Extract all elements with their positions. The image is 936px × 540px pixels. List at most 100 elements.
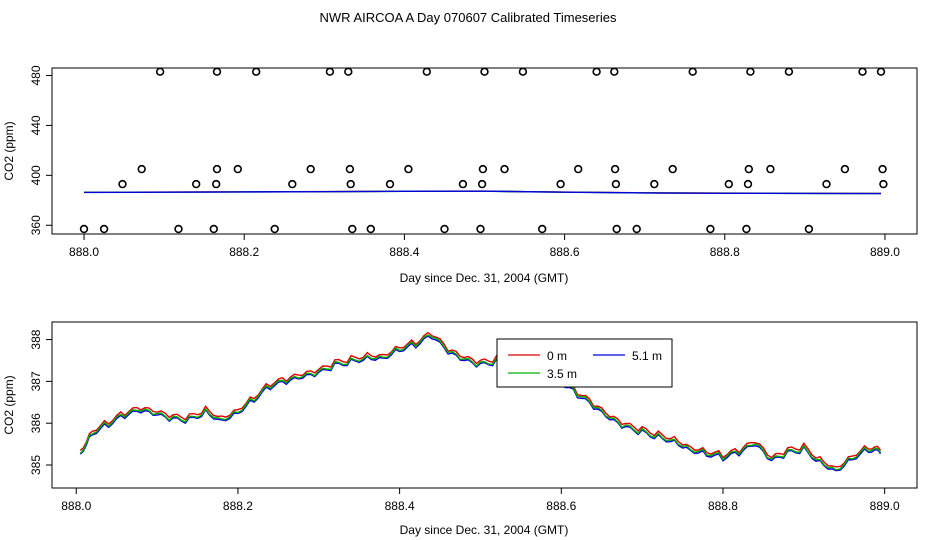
scatter-point bbox=[137, 164, 146, 174]
bottom-series-line-5-1-m bbox=[79, 335, 882, 472]
top-y-tick-label: 480 bbox=[29, 65, 43, 85]
scatter-point bbox=[611, 179, 621, 189]
top-y-tick-label: 360 bbox=[29, 215, 43, 235]
scatter-point bbox=[632, 224, 641, 234]
scatter-point bbox=[480, 67, 489, 76]
scatter-point bbox=[668, 164, 677, 174]
bottom-y-tick-label: 387 bbox=[29, 371, 43, 391]
scatter-point bbox=[592, 67, 601, 76]
top-scatter-points bbox=[79, 67, 888, 234]
bottom-y-tick-label: 388 bbox=[29, 329, 43, 349]
scatter-point bbox=[174, 224, 183, 234]
scatter-point bbox=[252, 67, 261, 76]
scatter-point bbox=[212, 179, 221, 189]
scatter-point bbox=[233, 164, 243, 174]
bottom-series-lines bbox=[79, 331, 882, 472]
scatter-point bbox=[192, 179, 201, 189]
scatter-point bbox=[746, 67, 755, 76]
scatter-point bbox=[79, 224, 89, 234]
bottom-x-tick-label: 888.8 bbox=[708, 499, 738, 513]
scatter-point bbox=[325, 67, 335, 76]
top-x-tick-label: 889.0 bbox=[870, 245, 900, 259]
scatter-point bbox=[688, 67, 697, 76]
scatter-point bbox=[345, 164, 355, 174]
scatter-point bbox=[573, 164, 583, 174]
scatter-point bbox=[878, 164, 887, 174]
bottom-x-axis-label: Day since Dec. 31, 2004 (GMT) bbox=[400, 523, 569, 537]
chart-title: NWR AIRCOA A Day 070607 Calibrated Times… bbox=[320, 10, 617, 25]
scatter-point bbox=[876, 67, 886, 76]
scatter-point bbox=[209, 224, 219, 234]
scatter-point bbox=[118, 179, 127, 189]
bottom-y-axis-label: CO2 (ppm) bbox=[2, 375, 16, 434]
top-x-tick-label: 888.4 bbox=[389, 245, 419, 259]
top-y-tick-label: 400 bbox=[29, 165, 43, 185]
scatter-point bbox=[537, 224, 547, 234]
scatter-point bbox=[155, 67, 165, 76]
bottom-x-tick-label: 888.4 bbox=[385, 499, 415, 513]
scatter-point bbox=[612, 224, 621, 234]
scatter-point bbox=[476, 224, 485, 234]
scatter-point bbox=[348, 224, 357, 234]
bottom-x-tick-label: 888.2 bbox=[223, 499, 253, 513]
top-axes: 888.0 888.2 888.4 888.6 888.8 889.0 360 400 440 4… bbox=[29, 65, 900, 259]
scatter-point bbox=[440, 224, 449, 234]
scatter-point bbox=[458, 179, 468, 189]
top-x-tick-label: 888.2 bbox=[229, 245, 259, 259]
scatter-point bbox=[822, 179, 831, 189]
scatter-point bbox=[404, 164, 413, 174]
scatter-point bbox=[422, 67, 431, 76]
top-panel: 888.0 888.2 888.4 888.6 888.8 889.0 360 400 440 4… bbox=[2, 65, 918, 285]
scatter-point bbox=[650, 179, 659, 189]
scatter-point bbox=[804, 224, 814, 234]
scatter-point bbox=[706, 224, 715, 234]
scatter-point bbox=[366, 224, 375, 234]
scatter-point bbox=[477, 179, 487, 189]
bottom-x-tick-label: 889.0 bbox=[870, 499, 900, 513]
bottom-plot-frame bbox=[51, 321, 918, 489]
scatter-point bbox=[556, 179, 565, 189]
top-x-tick-label: 888.0 bbox=[69, 245, 99, 259]
bottom-panel: 888.0 888.2 888.4 888.6 888.8 889.0 385 386 387 3… bbox=[2, 321, 918, 537]
bottom-axes: 888.0 888.2 888.4 888.6 888.8 889.0 385 386 387 3… bbox=[29, 329, 900, 513]
scatter-point bbox=[478, 164, 488, 174]
scatter-point bbox=[744, 164, 753, 174]
bottom-y-tick-label: 386 bbox=[29, 413, 43, 433]
bottom-x-tick-label: 888.6 bbox=[546, 499, 576, 513]
legend-label-0m: 0 m bbox=[547, 349, 567, 363]
scatter-point bbox=[212, 67, 222, 76]
scatter-point bbox=[610, 164, 620, 174]
scatter-point bbox=[99, 224, 109, 234]
top-x-tick-label: 888.8 bbox=[710, 245, 740, 259]
legend-box bbox=[496, 338, 673, 388]
scatter-point bbox=[742, 224, 751, 234]
legend: 0 m 5.1 m 3.5 m bbox=[496, 338, 673, 388]
bottom-series-line-0-m bbox=[79, 331, 882, 468]
scatter-point bbox=[346, 179, 355, 189]
scatter-point bbox=[500, 164, 509, 174]
top-series-line-series-2 bbox=[83, 190, 882, 195]
top-series-lines bbox=[83, 190, 882, 195]
bottom-x-tick-label: 888.0 bbox=[61, 499, 91, 513]
scatter-point bbox=[518, 67, 528, 76]
scatter-point bbox=[212, 164, 222, 174]
top-plot-frame bbox=[51, 67, 918, 235]
scatter-point bbox=[743, 179, 753, 189]
top-x-axis-label: Day since Dec. 31, 2004 (GMT) bbox=[400, 271, 569, 285]
bottom-series-line-3-5-m bbox=[79, 334, 882, 471]
scatter-point bbox=[385, 179, 395, 189]
scatter-point bbox=[610, 67, 619, 76]
scatter-point bbox=[784, 67, 794, 76]
top-y-tick-label: 440 bbox=[29, 115, 43, 135]
scatter-point bbox=[288, 179, 297, 189]
top-x-tick-label: 888.6 bbox=[550, 245, 580, 259]
legend-label-3-5m: 3.5 m bbox=[547, 367, 577, 381]
top-y-axis-label: CO2 (ppm) bbox=[2, 121, 16, 180]
scatter-point bbox=[344, 67, 353, 76]
scatter-point bbox=[766, 164, 775, 174]
bottom-y-tick-label: 385 bbox=[29, 455, 43, 475]
scatter-point bbox=[724, 179, 733, 189]
scatter-point bbox=[858, 67, 867, 76]
legend-label-5-1m: 5.1 m bbox=[632, 349, 662, 363]
